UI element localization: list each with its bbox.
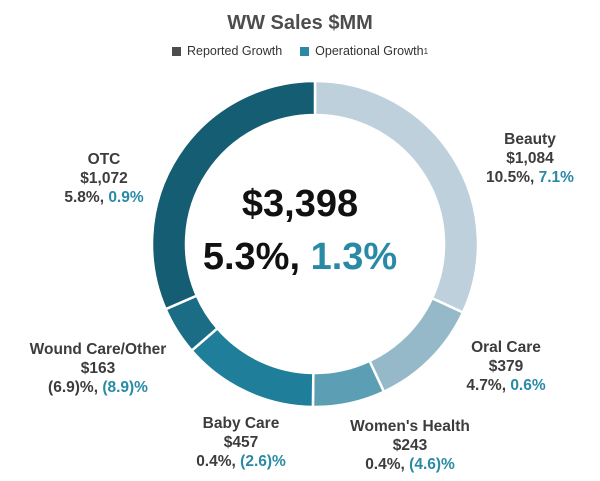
label-womens-health: Women's Health $243 0.4%, (4.6)% bbox=[300, 417, 520, 474]
label-otc-value: $1,072 bbox=[80, 170, 128, 187]
legend-item-reported: Reported Growth bbox=[171, 44, 283, 58]
label-beauty-operational: 7.1% bbox=[538, 169, 574, 186]
label-beauty-reported: 10.5% bbox=[486, 169, 530, 186]
label-womens-health-reported: 0.4% bbox=[365, 456, 401, 473]
slice-otc bbox=[150, 79, 317, 311]
label-oral-care-name: Oral Care bbox=[471, 339, 541, 356]
label-baby-care-reported: 0.4% bbox=[196, 453, 232, 470]
label-womens-health-value: $243 bbox=[392, 437, 428, 454]
legend-swatch-operational bbox=[300, 46, 310, 56]
legend: Reported Growth Operational Growth 1 bbox=[0, 44, 600, 58]
center-total: $3,398 bbox=[241, 183, 359, 225]
label-beauty-value: $1,084 bbox=[506, 150, 554, 167]
label-womens-health-operational: (4.6)% bbox=[409, 456, 455, 473]
label-wound-care-other-operational: (8.9)% bbox=[102, 379, 148, 396]
legend-item-operational: Operational Growth 1 bbox=[300, 44, 428, 58]
label-wound-care-other-reported: (6.9)% bbox=[48, 379, 94, 396]
center-reported-growth: 5.3% bbox=[202, 236, 290, 278]
label-baby-care: Baby Care $457 0.4%, (2.6)% bbox=[131, 414, 351, 471]
label-wound-care-other-name: Wound Care/Other bbox=[29, 341, 167, 358]
label-wound-care-other: Wound Care/Other $163 (6.9)%, (8.9)% bbox=[0, 340, 208, 397]
label-baby-care-name: Baby Care bbox=[202, 415, 280, 432]
label-beauty-name: Beauty bbox=[504, 131, 556, 148]
label-otc-operational: 0.9% bbox=[108, 189, 144, 206]
chart-title: WW Sales $MM bbox=[227, 12, 373, 34]
label-baby-care-operational: (2.6)% bbox=[240, 453, 286, 470]
label-beauty: Beauty $1,084 10.5%, 7.1% bbox=[420, 130, 600, 187]
label-womens-health-name: Women's Health bbox=[350, 418, 470, 435]
donut-slices bbox=[150, 79, 480, 409]
label-oral-care-reported: 4.7% bbox=[466, 377, 502, 394]
label-oral-care-operational: 0.6% bbox=[510, 377, 546, 394]
legend-label-reported: Reported Growth bbox=[186, 44, 283, 58]
slice-women-s-health bbox=[311, 359, 386, 409]
label-oral-care: Oral Care $379 4.7%, 0.6% bbox=[396, 338, 600, 395]
label-otc: OTC $1,072 5.8%, 0.9% bbox=[0, 150, 214, 207]
center-operational-growth: 1.3% bbox=[310, 236, 398, 278]
legend-label-operational: Operational Growth bbox=[315, 44, 424, 58]
label-baby-care-value: $457 bbox=[223, 434, 259, 451]
label-otc-reported: 5.8% bbox=[64, 189, 100, 206]
label-wound-care-other-value: $163 bbox=[80, 360, 116, 377]
center-growth: 5.3%, 1.3% bbox=[150, 236, 450, 279]
slice-baby-care bbox=[189, 326, 315, 409]
legend-swatch-reported bbox=[171, 46, 181, 56]
center-separator: , bbox=[289, 236, 300, 278]
label-otc-name: OTC bbox=[87, 151, 121, 168]
legend-footnote-marker: 1 bbox=[423, 46, 429, 56]
label-oral-care-value: $379 bbox=[488, 358, 524, 375]
